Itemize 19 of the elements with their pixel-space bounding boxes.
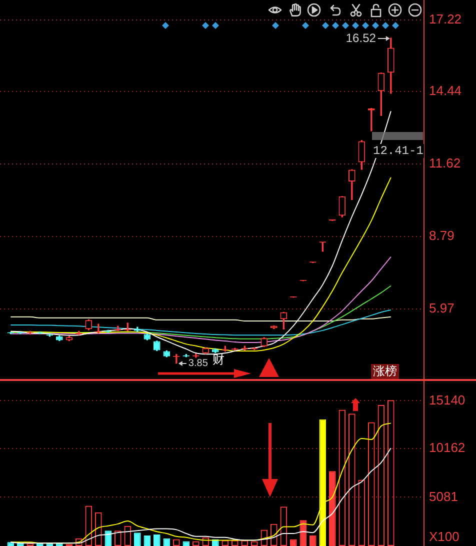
annotation: 涨榜 [373,364,398,378]
y-tick-label: 17.22 [429,12,462,27]
bar [134,532,141,546]
y-tick-label: 15140 [429,392,466,408]
bar [329,471,336,546]
annotation: 16.52 [346,30,376,45]
annotation: 3.85 [188,358,208,369]
y-tick-label: 5.97 [429,300,454,316]
y-tick-label: 10162 [429,440,466,456]
y-axis-title: X100 [429,529,460,544]
bar [154,534,160,546]
y-tick-label: 8.79 [429,228,454,244]
y-tick-label: 11.62 [429,155,461,170]
line-series [10,448,392,544]
y-tick-label: 14.44 [429,82,462,98]
y-tick-label: 5081 [429,488,458,504]
annotation: 12.41-1 [373,144,424,158]
annotation: 财 [212,352,224,366]
line-series [10,309,392,336]
